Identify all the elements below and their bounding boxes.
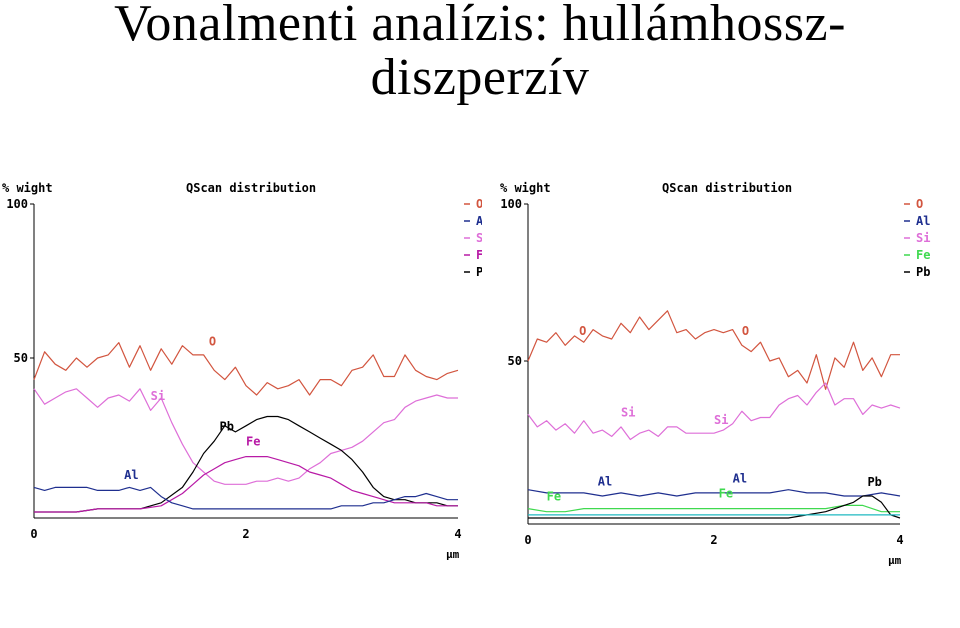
legend-label-o: O [476, 197, 482, 211]
x-tick-label: 0 [30, 527, 37, 541]
series-line-pb [34, 415, 458, 513]
series-label-o: O [579, 324, 586, 338]
slide-title-line-2: diszperzív [370, 49, 590, 106]
x-axis-label: µm [888, 554, 902, 567]
series-label-al-2: Al [733, 471, 747, 485]
series-line-si [33, 388, 458, 485]
series-label-si: Si [151, 389, 165, 403]
series-label-fe-2: Fe [719, 486, 733, 500]
series-label-o-2: O [742, 324, 749, 338]
x-tick-label: 0 [524, 533, 531, 547]
legend-label-o: O [916, 197, 923, 211]
qscan-chart-right: QScan distribution % wight 100 50 0 2 4 µm O O Si S… [494, 174, 960, 622]
legend-label-pb: Pb [916, 265, 930, 279]
x-tick-label: 4 [896, 533, 903, 547]
legend-label-fe: Fe [916, 248, 930, 262]
legend-label-fe: Fe [476, 248, 482, 262]
chart-title: QScan distribution [186, 181, 316, 195]
series-line-si [527, 382, 901, 441]
legend-label-si: Si [916, 231, 930, 245]
legend-label-si: Si [476, 231, 482, 245]
legend-label-pb: Pb [476, 265, 482, 279]
series-label-si: Si [621, 406, 635, 420]
x-axis-label: µm [446, 548, 460, 561]
y-tick-label: 50 [508, 354, 522, 368]
series-label-al: Al [124, 468, 138, 482]
y-tick-label: 100 [6, 197, 28, 211]
chart-title: QScan distribution [662, 181, 792, 195]
legend-label-al: Al [476, 214, 482, 228]
series-line-o [527, 310, 900, 390]
legend-label-al: Al [916, 214, 930, 228]
series-label-si-2: Si [714, 413, 728, 427]
series-label-pb: Pb [867, 475, 881, 489]
series-line-o [33, 342, 459, 396]
series-line-al [527, 489, 901, 497]
slide-title: Vonalmenti analízis: hullámhossz- diszpe… [0, 0, 960, 108]
x-tick-label: 4 [454, 527, 461, 541]
qscan-chart-left-svg: QScan distribution % wight 100 50 0 2 4 µm O Si Pb… [2, 181, 490, 561]
series-label-fe: Fe [246, 434, 260, 448]
series-label-al: Al [598, 474, 612, 488]
series-label-pb: Pb [220, 420, 234, 434]
y-axis-label: % wight [500, 181, 551, 195]
x-tick-label: 2 [710, 533, 717, 547]
series-label-o: O [209, 335, 216, 349]
y-tick-label: 50 [14, 351, 28, 365]
series-label-fe: Fe [547, 490, 561, 504]
qscan-chart-right-svg: QScan distribution % wight 100 50 0 2 4 µm O O Si S… [500, 181, 930, 567]
y-axis-label: % wight [2, 181, 53, 195]
series-line-pb [528, 495, 901, 519]
x-tick-label: 2 [242, 527, 249, 541]
slide-title-line-1: Vonalmenti analízis: hullámhossz- [114, 0, 846, 52]
series-line-fe [34, 456, 458, 513]
y-tick-label: 100 [500, 197, 522, 211]
series-line-al [33, 486, 458, 510]
series-line-fe [527, 504, 900, 513]
qscan-chart-left: QScan distribution % wight 100 50 0 2 4 µm O Si Pb… [0, 174, 490, 622]
